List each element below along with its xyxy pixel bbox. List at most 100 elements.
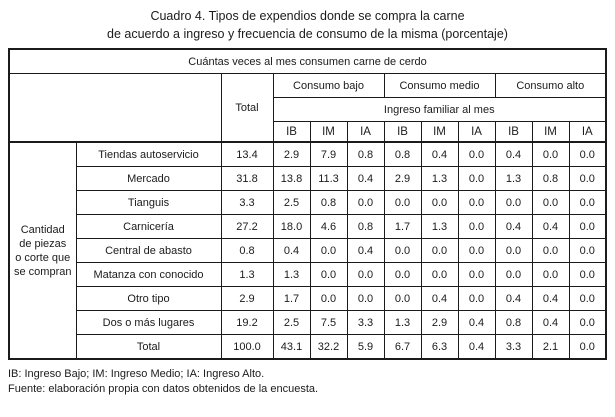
- value-cell: 0.0: [531, 262, 570, 287]
- value-cell: 2.1: [531, 334, 570, 360]
- row-label: Tianguis: [75, 190, 222, 215]
- value-cell: 3.3: [494, 334, 533, 360]
- value-cell: 0.4: [457, 334, 496, 360]
- group-header-row: Total Consumo bajo Consumo medio Consumo…: [8, 73, 607, 143]
- corner-cell: [8, 73, 222, 143]
- value-cell: 0.8: [346, 214, 385, 239]
- table-row: Matanza con conocido 1.3 1.3 0.0 0.0 0.0…: [9, 262, 607, 287]
- value-cell: 0.8: [494, 310, 533, 335]
- value-cell: 0.0: [568, 214, 607, 239]
- value-cell: 2.9: [272, 141, 311, 167]
- value-cell: 0.0: [420, 262, 459, 287]
- value-cell: 1.7: [383, 214, 422, 239]
- group-header-consumo-alto: Consumo alto: [494, 73, 607, 98]
- group-header-consumo-bajo: Consumo bajo: [272, 73, 385, 98]
- total-cell: 0.8: [220, 238, 274, 263]
- value-cell: 0.0: [568, 262, 607, 287]
- value-cell: 0.0: [457, 141, 496, 167]
- total-cell: 27.2: [220, 214, 274, 239]
- row-label: Otro tipo: [75, 286, 222, 311]
- value-cell: 0.0: [568, 310, 607, 335]
- value-cell: 32.2: [309, 334, 348, 360]
- value-cell: 0.0: [494, 262, 533, 287]
- value-cell: 0.4: [457, 310, 496, 335]
- value-cell: 0.0: [420, 238, 459, 263]
- subheader-cell: IB: [494, 121, 533, 143]
- value-cell: 0.4: [531, 214, 570, 239]
- row-label: Tiendas autoservicio: [75, 141, 222, 167]
- source-note: Fuente: elaboración propia con datos obt…: [8, 383, 319, 395]
- income-subheader-row: IB IM IA IB IM IA IB IM IA: [9, 121, 607, 143]
- value-cell: 13.8: [272, 166, 311, 191]
- value-cell: 0.0: [383, 190, 422, 215]
- value-cell: 2.5: [272, 310, 311, 335]
- value-cell: 0.0: [309, 262, 348, 287]
- value-cell: 0.4: [420, 141, 459, 167]
- caption-line-2: de acuerdo a ingreso y frecuencia de con…: [107, 27, 508, 41]
- value-cell: 0.0: [494, 238, 533, 263]
- total-cell: 31.8: [220, 166, 274, 191]
- value-cell: 0.0: [568, 238, 607, 263]
- row-label: Matanza con conocido: [75, 262, 222, 287]
- caption-line-1: Cuadro 4. Tipos de expendios donde se co…: [150, 9, 465, 23]
- value-cell: 0.0: [568, 334, 607, 360]
- subheader-cell: IB: [383, 121, 422, 143]
- value-cell: 0.8: [383, 141, 422, 167]
- stub-line: se compran: [14, 265, 72, 278]
- value-cell: 0.0: [346, 286, 385, 311]
- value-cell: 0.0: [568, 190, 607, 215]
- value-cell: 0.0: [383, 238, 422, 263]
- value-cell: 7.5: [309, 310, 348, 335]
- table-row: Mercado 31.8 13.8 11.3 0.4 2.9 1.3 0.0 1…: [9, 166, 607, 191]
- row-label: Carnicería: [75, 214, 222, 239]
- value-cell: 0.0: [568, 141, 607, 167]
- value-cell: 1.3: [383, 310, 422, 335]
- value-cell: 0.4: [494, 141, 533, 167]
- value-cell: 43.1: [272, 334, 311, 360]
- value-cell: 0.0: [531, 141, 570, 167]
- total-cell: 100.0: [220, 334, 274, 360]
- value-cell: 0.0: [457, 262, 496, 287]
- value-cell: 7.9: [309, 141, 348, 167]
- abbreviations-note: IB: Ingreso Bajo; IM: Ingreso Medio; IA:…: [8, 368, 265, 380]
- value-cell: 5.9: [346, 334, 385, 360]
- group-header-consumo-medio: Consumo medio: [383, 73, 496, 98]
- value-cell: 0.4: [494, 214, 533, 239]
- table-row: Otro tipo 2.9 1.7 0.0 0.0 0.0 0.4 0.0 0.…: [9, 286, 607, 311]
- value-cell: 0.0: [457, 166, 496, 191]
- subheader-cell: IM: [420, 121, 459, 143]
- value-cell: 0.4: [346, 166, 385, 191]
- value-cell: 1.3: [272, 262, 311, 287]
- table-row: Central de abasto 0.8 0.4 0.0 0.4 0.0 0.…: [9, 238, 607, 263]
- table-row: Carnicería 27.2 18.0 4.6 0.8 1.7 1.3 0.0…: [9, 214, 607, 239]
- total-column-header: Total: [220, 73, 274, 143]
- value-cell: 0.4: [272, 238, 311, 263]
- value-cell: 11.3: [309, 166, 348, 191]
- value-cell: 4.6: [309, 214, 348, 239]
- value-cell: 0.0: [457, 286, 496, 311]
- value-cell: 6.3: [420, 334, 459, 360]
- table-row: Dos o más lugares 19.2 2.5 7.5 3.3 1.3 2…: [9, 310, 607, 335]
- data-table: Cuántas veces al mes consumen carne de c…: [8, 48, 607, 360]
- value-cell: 0.0: [494, 190, 533, 215]
- total-cell: 2.9: [220, 286, 274, 311]
- stub-line: o corte que: [15, 251, 71, 264]
- row-label: Mercado: [75, 166, 222, 191]
- subheader-cell: IA: [568, 121, 607, 143]
- value-cell: 2.5: [272, 190, 311, 215]
- row-group-stub: Cantidad de piezas o corte que se compra…: [8, 141, 77, 360]
- total-cell: 3.3: [220, 190, 274, 215]
- value-cell: 0.4: [494, 286, 533, 311]
- table-row: Cantidad de piezas o corte que se compra…: [8, 141, 607, 360]
- banner-cell: Cuántas veces al mes consumen carne de c…: [8, 48, 607, 74]
- value-cell: 0.0: [568, 286, 607, 311]
- value-cell: 1.3: [420, 214, 459, 239]
- footnotes: IB: Ingreso Bajo; IM: Ingreso Medio; IA:…: [8, 367, 615, 397]
- banner-row: Cuántas veces al mes consumen carne de c…: [8, 48, 607, 74]
- subheader-cell: IA: [457, 121, 496, 143]
- stub-line: de piezas: [19, 237, 67, 250]
- row-label: Dos o más lugares: [75, 310, 222, 335]
- value-cell: 1.7: [272, 286, 311, 311]
- subheader-cell: IM: [309, 121, 348, 143]
